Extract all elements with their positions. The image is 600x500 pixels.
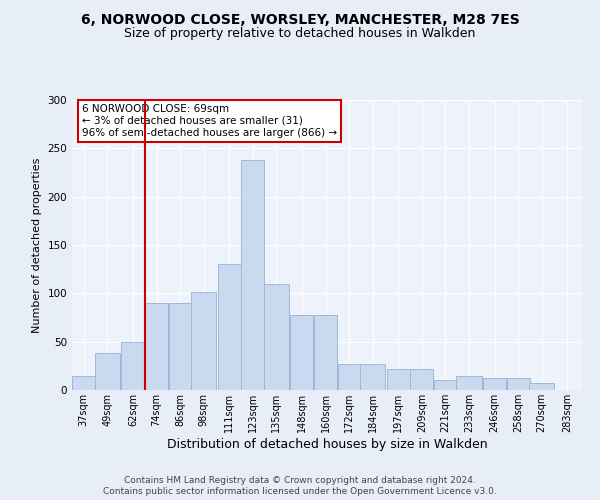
Bar <box>410 368 433 390</box>
Bar <box>121 342 145 390</box>
Bar <box>386 368 410 390</box>
Bar <box>529 383 554 390</box>
Bar <box>290 314 313 390</box>
Bar <box>72 376 95 390</box>
Y-axis label: Number of detached properties: Number of detached properties <box>32 158 42 332</box>
Text: 6 NORWOOD CLOSE: 69sqm
← 3% of detached houses are smaller (31)
96% of semi-deta: 6 NORWOOD CLOSE: 69sqm ← 3% of detached … <box>82 104 337 138</box>
Bar <box>145 303 168 390</box>
Text: Contains HM Land Registry data © Crown copyright and database right 2024.: Contains HM Land Registry data © Crown c… <box>124 476 476 485</box>
Bar <box>506 378 530 390</box>
Text: Size of property relative to detached houses in Walkden: Size of property relative to detached ho… <box>124 28 476 40</box>
Bar <box>434 380 457 390</box>
Bar <box>241 160 265 390</box>
Bar <box>360 364 385 390</box>
Bar <box>169 303 191 390</box>
Text: 6, NORWOOD CLOSE, WORSLEY, MANCHESTER, M28 7ES: 6, NORWOOD CLOSE, WORSLEY, MANCHESTER, M… <box>80 12 520 26</box>
Bar <box>338 364 361 390</box>
Bar <box>314 314 337 390</box>
Bar <box>483 378 506 390</box>
Bar <box>218 264 241 390</box>
Bar <box>95 354 120 390</box>
Bar <box>191 292 216 390</box>
Text: Contains public sector information licensed under the Open Government Licence v3: Contains public sector information licen… <box>103 488 497 496</box>
Bar <box>457 376 482 390</box>
Bar <box>264 284 289 390</box>
X-axis label: Distribution of detached houses by size in Walkden: Distribution of detached houses by size … <box>167 438 487 450</box>
